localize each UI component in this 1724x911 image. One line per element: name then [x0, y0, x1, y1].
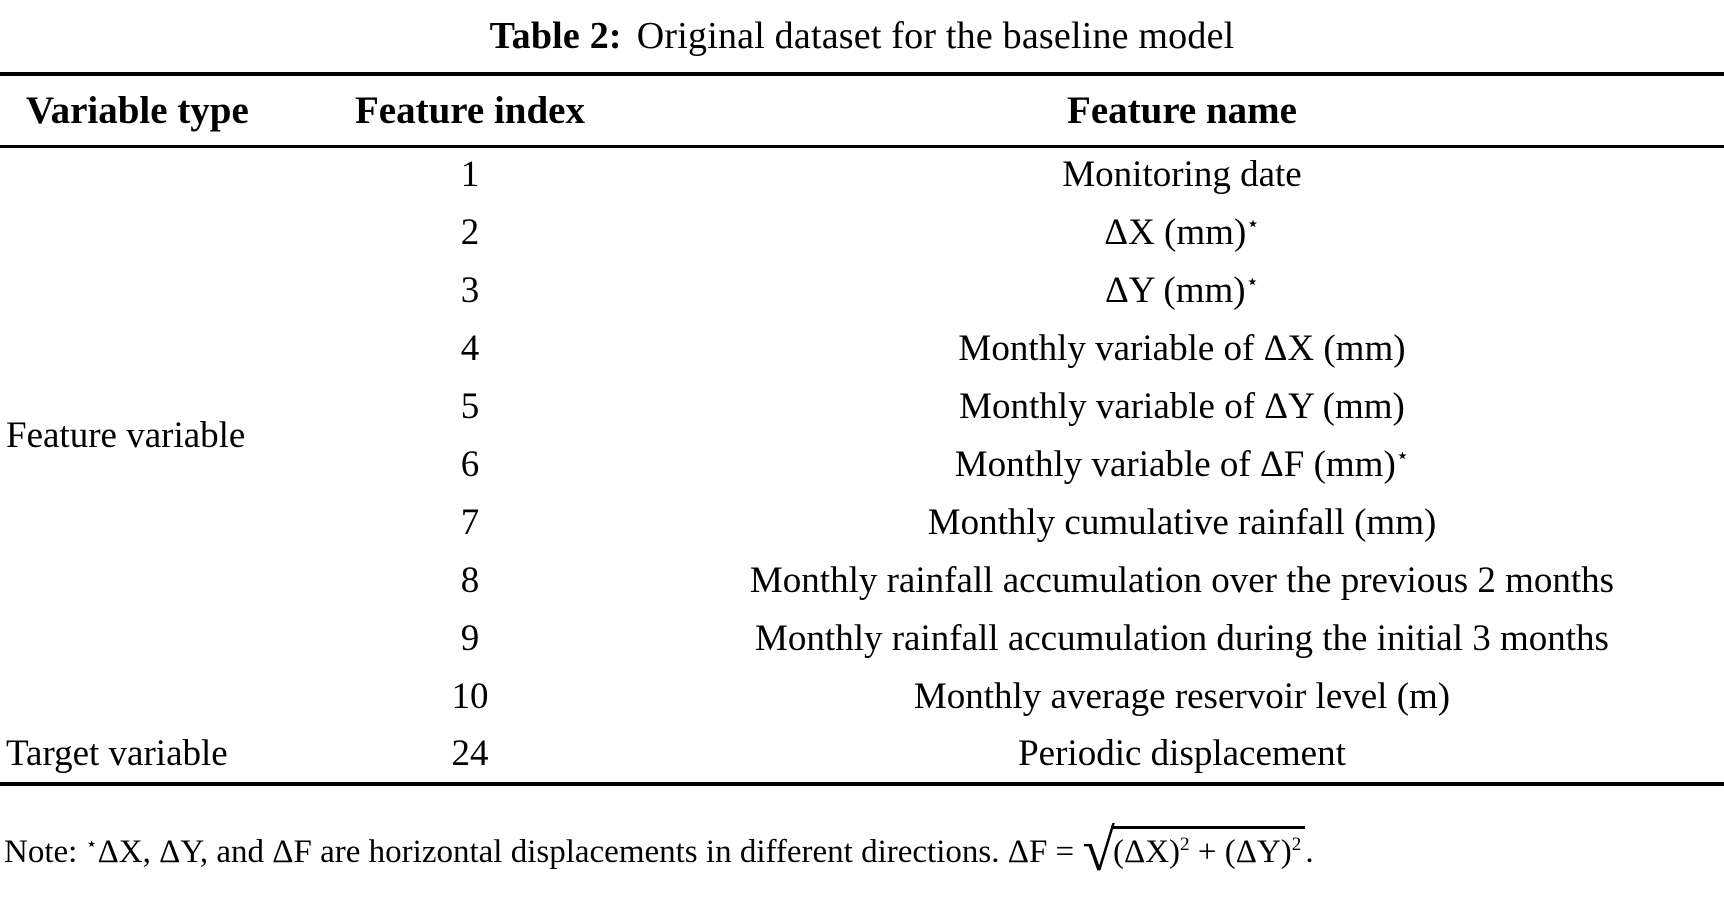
feature-name-text: Monthly rainfall accumulation during the…	[755, 617, 1609, 659]
star-marker: ⋆	[1395, 443, 1410, 468]
radicand-exponent-2: 2	[1291, 834, 1302, 855]
radicand-term-2: (ΔY)	[1224, 834, 1292, 870]
table-row: 9 Monthly rainfall accumulation during t…	[0, 610, 1724, 668]
feature-index-cell: 24	[300, 726, 640, 786]
feature-name-text: Periodic displacement	[1018, 732, 1346, 774]
column-header-feature-index: Feature index	[300, 72, 640, 148]
table-caption-label: Table 2:	[489, 15, 622, 57]
feature-index-cell: 5	[460, 385, 480, 427]
variable-type-cell-feature: Feature variable	[6, 415, 246, 457]
dataset-table: Variable type Feature index Feature name…	[0, 72, 1724, 786]
table-footnote: Note: ⋆ΔX, ΔY, and ΔF are horizontal dis…	[0, 817, 1724, 884]
header-row: Variable type Feature index Feature name	[0, 72, 1724, 148]
feature-index-cell: 10	[451, 675, 489, 717]
feature-index-cell: 2	[460, 211, 480, 253]
feature-index-cell: 3	[460, 269, 480, 311]
feature-name-cell: Monthly rainfall accumulation over the p…	[640, 552, 1724, 610]
radicand-plus: +	[1189, 834, 1225, 870]
feature-name-text: Monthly rainfall accumulation over the p…	[749, 559, 1615, 601]
feature-name-cell: ΔX (mm)⋆	[640, 204, 1724, 262]
feature-name-text: Monthly variable of ΔF (mm)	[954, 443, 1396, 485]
feature-name-cell: Monitoring date	[640, 146, 1724, 204]
feature-name-text: Monthly cumulative rainfall (mm)	[927, 501, 1437, 543]
feature-index-cell: 1	[460, 154, 480, 196]
feature-name-text: Monthly average reservoir level (m)	[913, 675, 1451, 717]
note-prefix: Note:	[4, 834, 86, 870]
feature-name-text: Monitoring date	[1062, 154, 1302, 196]
note-formula: ΔF = √(ΔX)2 + (ΔY)2.	[1007, 817, 1314, 884]
feature-name-cell: Monthly variable of ΔY (mm)	[640, 378, 1724, 436]
feature-name-text: ΔY (mm)	[1104, 269, 1246, 311]
radicand-term-1: (ΔX)	[1113, 834, 1181, 870]
table-row: 2 ΔX (mm)⋆	[0, 204, 1724, 262]
feature-index-cell: 6	[460, 443, 480, 485]
feature-name-text: ΔX (mm)	[1104, 211, 1247, 253]
table-header: Variable type Feature index Feature name	[0, 72, 1724, 148]
table-row: Target variable 24 Periodic displacement	[0, 726, 1724, 786]
star-marker: ⋆	[1246, 211, 1260, 236]
note-star-marker: ⋆	[85, 834, 98, 855]
feature-name-cell: Monthly variable of ΔX (mm)	[640, 320, 1724, 378]
table-row: 3 ΔY (mm)⋆	[0, 262, 1724, 320]
feature-name-text: Monthly variable of ΔY (mm)	[959, 385, 1405, 427]
column-header-variable-type: Variable type	[0, 72, 300, 148]
formula-period: .	[1305, 834, 1314, 870]
feature-name-cell: Monthly rainfall accumulation during the…	[640, 610, 1724, 668]
star-marker: ⋆	[1245, 269, 1260, 294]
radicand-exponent-1: 2	[1180, 834, 1190, 855]
variable-type-cell-target: Target variable	[0, 726, 300, 786]
feature-name-cell: Monthly average reservoir level (m)	[640, 668, 1724, 726]
feature-index-cell: 4	[460, 327, 480, 369]
formula-lhs: ΔF =	[1007, 834, 1083, 870]
feature-name-cell: ΔY (mm)⋆	[640, 262, 1724, 320]
feature-name-cell: Monthly variable of ΔF (mm)⋆	[640, 436, 1724, 494]
feature-index-cell: 7	[460, 501, 480, 543]
feature-index-cell: 9	[460, 617, 480, 659]
table-row: 5 Monthly variable of ΔY (mm)	[0, 378, 1724, 436]
formula-radicand: (ΔX)2 + (ΔY)2	[1111, 826, 1306, 873]
table-row: 6 Monthly variable of ΔF (mm)⋆	[0, 436, 1724, 494]
feature-name-cell: Periodic displacement	[640, 726, 1724, 786]
table-caption: Table 2: Original dataset for the baseli…	[0, 0, 1724, 72]
table-row: 8 Monthly rainfall accumulation over the…	[0, 552, 1724, 610]
table-row: 10 Monthly average reservoir level (m)	[0, 668, 1724, 726]
table-body: Feature variable 1 Monitoring date 2 ΔX …	[0, 146, 1724, 786]
feature-name-cell: Monthly cumulative rainfall (mm)	[640, 494, 1724, 552]
table-row: Feature variable 1 Monitoring date	[0, 146, 1724, 457]
column-header-feature-name: Feature name	[640, 72, 1724, 148]
table-row: 7 Monthly cumulative rainfall (mm)	[0, 494, 1724, 552]
table-row: 4 Monthly variable of ΔX (mm)	[0, 320, 1724, 378]
note-body: ΔX, ΔY, and ΔF are horizontal displaceme…	[97, 834, 1008, 870]
table-caption-text: Original dataset for the baseline model	[636, 15, 1235, 57]
feature-index-cell: 8	[460, 559, 480, 601]
feature-name-text: Monthly variable of ΔX (mm)	[958, 327, 1406, 369]
